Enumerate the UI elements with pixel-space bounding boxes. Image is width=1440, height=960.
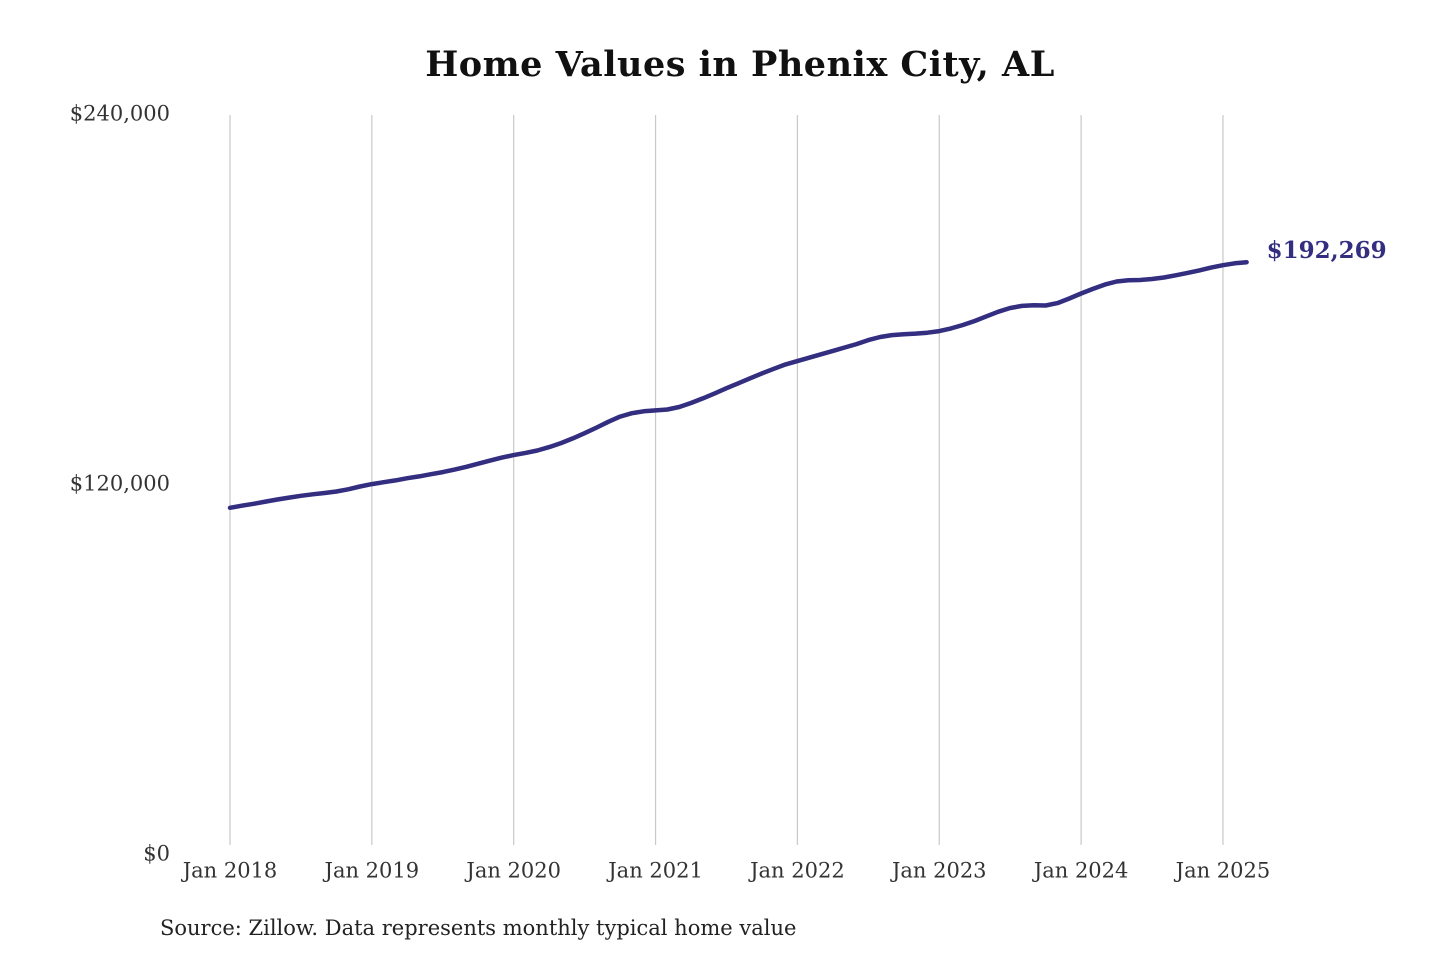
y-axis-labels-group: $0 $120,000 $240,000 <box>70 102 170 866</box>
x-tick-label: Jan 2020 <box>464 859 561 883</box>
x-tick-label: Jan 2018 <box>181 859 278 883</box>
y-tick-label: $0 <box>143 842 170 866</box>
x-tick-label: Jan 2025 <box>1174 859 1271 883</box>
series-group: $192,269 <box>227 237 1387 511</box>
x-tick-label: Jan 2024 <box>1032 859 1129 883</box>
chart-title: Home Values in Phenix City, AL <box>425 44 1055 85</box>
y-tick-label: $120,000 <box>70 472 170 496</box>
x-axis-labels-group: Jan 2018 Jan 2019 Jan 2020 Jan 2021 Jan 2022… <box>181 859 1271 883</box>
x-tick-label: Jan 2023 <box>890 859 987 883</box>
x-tick-label: Jan 2021 <box>606 859 703 883</box>
home-value-line <box>227 259 1249 511</box>
gridlines-group <box>229 115 1224 845</box>
final-value-label: $192,269 <box>1267 237 1387 264</box>
y-tick-label: $240,000 <box>70 102 170 126</box>
source-note: Source: Zillow. Data represents monthly … <box>160 916 797 940</box>
x-tick-label: Jan 2019 <box>323 859 420 883</box>
x-tick-label: Jan 2022 <box>748 859 845 883</box>
